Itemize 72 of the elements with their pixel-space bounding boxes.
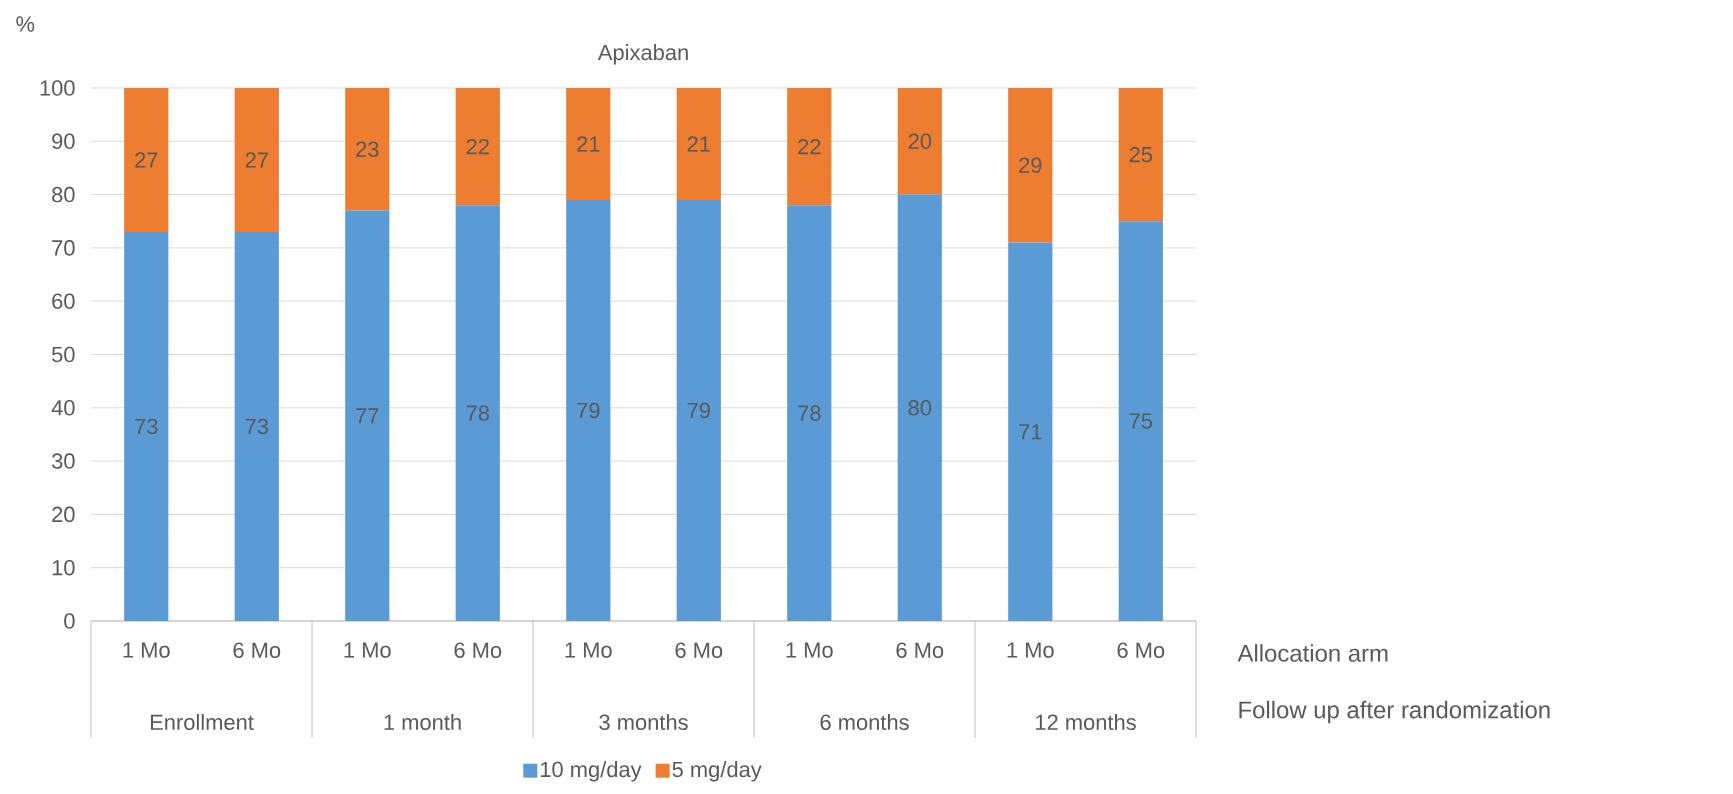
bar (345, 210, 390, 621)
y-tick-label: 10 (52, 559, 75, 576)
y-tick-label: 40 (51, 400, 75, 416)
data-label: 23 (356, 141, 379, 158)
text: Follow up after randomization (1239, 700, 1550, 724)
data-label: 21 (687, 136, 710, 152)
legend-label: 10 mg/day (540, 761, 642, 782)
y-tick-label: 90 (52, 133, 75, 150)
x-tick-label: 6 Mo (1117, 642, 1165, 659)
text: 1 month (384, 713, 461, 731)
text: Enrollment (150, 713, 254, 731)
y-tick-label: 70 (52, 240, 75, 256)
data-label: 73 (135, 418, 158, 435)
bar (455, 205, 500, 621)
bar (897, 87, 942, 195)
x-tick-label: 1 Mo (565, 642, 612, 658)
bar (345, 87, 390, 211)
x-tick-label: 6 Mo (454, 642, 502, 659)
data-label: 21 (577, 136, 600, 152)
bar (787, 205, 832, 621)
data-label: 29 (1019, 157, 1042, 174)
chart-title: Apixaban (597, 44, 688, 65)
y-tick-label: 50 (52, 346, 75, 363)
y-tick-label: 20 (52, 506, 75, 523)
bar (1008, 87, 1053, 243)
data-label: 27 (135, 152, 158, 168)
bar (234, 87, 279, 232)
text: Allocation arm (1237, 644, 1388, 662)
data-label: 71 (1019, 424, 1042, 440)
data-label: 77 (356, 408, 379, 424)
bar (676, 199, 721, 621)
data-label: 78 (466, 405, 490, 421)
x-tick-label: 1 Mo (344, 642, 391, 658)
x-tick-label: 1 Mo (123, 642, 170, 658)
legend-label: 5 mg/day (672, 761, 762, 782)
bar (124, 231, 169, 621)
data-label: 75 (1129, 413, 1153, 429)
y-tick-label: 100 (40, 80, 75, 96)
data-label: 22 (798, 138, 821, 155)
y-tick-label: 60 (52, 293, 75, 309)
bar (787, 87, 832, 206)
text: 6 months (820, 713, 909, 731)
x-tick-label: 6 Mo (896, 642, 944, 659)
data-label: 20 (908, 133, 932, 150)
data-label: 80 (908, 400, 932, 416)
y-tick-label: 80 (52, 186, 75, 203)
bar (566, 87, 611, 200)
bar (124, 87, 169, 232)
data-label: 73 (245, 418, 268, 435)
data-label: 25 (1129, 146, 1153, 163)
bar (1118, 87, 1163, 222)
data-label: 27 (245, 152, 268, 168)
text: 3 months (599, 713, 688, 731)
y-tick-label: 0 (64, 613, 75, 629)
data-label: 22 (466, 138, 489, 155)
y-axis-title: % (16, 16, 35, 32)
bar (455, 87, 500, 206)
bar (234, 231, 279, 621)
data-label: 79 (577, 402, 600, 419)
bar (1118, 221, 1163, 621)
data-label: 79 (687, 402, 710, 419)
y-tick-label: 30 (51, 453, 75, 469)
bar (897, 194, 942, 621)
x-tick-label: 1 Mo (1007, 642, 1054, 658)
x-tick-label: 1 Mo (786, 642, 833, 658)
bar (676, 87, 721, 200)
x-tick-label: 6 Mo (675, 642, 723, 659)
bar (566, 199, 611, 621)
data-label: 78 (798, 405, 821, 421)
x-tick-label: 6 Mo (233, 642, 281, 659)
text: 12 months (1036, 713, 1136, 731)
bar (1008, 242, 1053, 621)
